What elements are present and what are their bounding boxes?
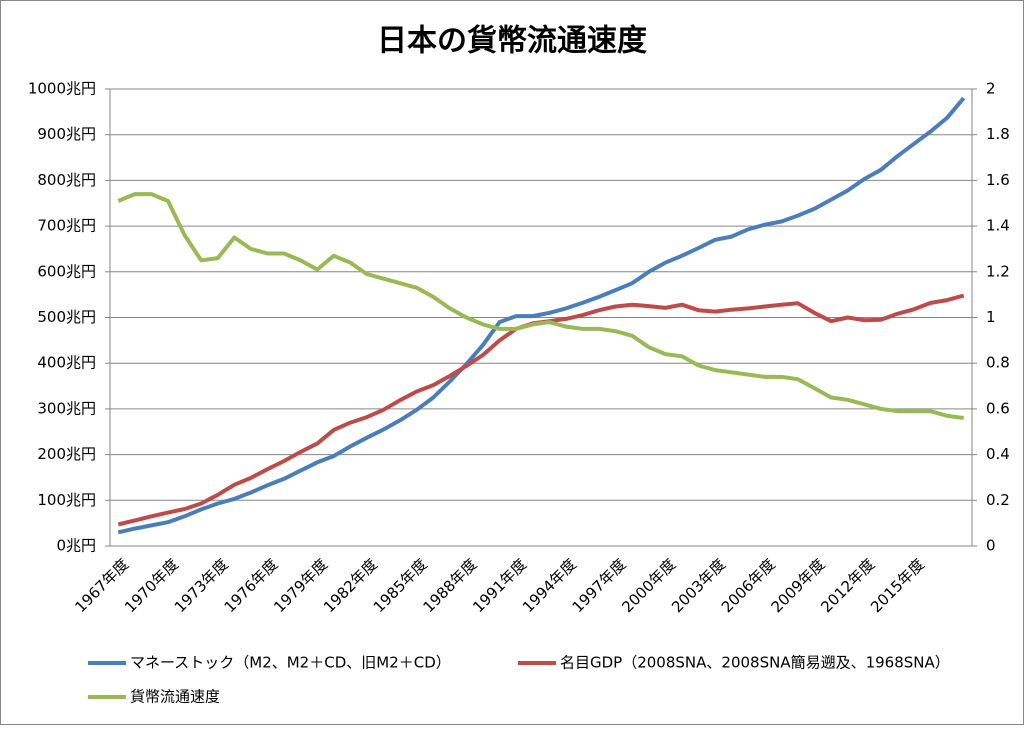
y-tick-label: 200兆円 bbox=[37, 445, 96, 463]
y2-tick-label: 1.6 bbox=[986, 171, 1010, 189]
y-tick-label: 100兆円 bbox=[37, 491, 96, 509]
y-tick-label: 800兆円 bbox=[37, 171, 96, 189]
y-tick-label: 400兆円 bbox=[37, 354, 96, 372]
y2-tick-label: 0.8 bbox=[986, 354, 1010, 372]
y-tick-label: 1000兆円 bbox=[28, 80, 96, 98]
y2-tick-label: 0.6 bbox=[986, 399, 1010, 417]
y2-tick-label: 0 bbox=[986, 537, 996, 555]
y-tick-label: 700兆円 bbox=[37, 217, 96, 235]
series-line bbox=[117, 96, 966, 535]
y2-tick-label: 1 bbox=[986, 308, 996, 326]
y-tick-label: 900兆円 bbox=[37, 125, 96, 143]
y-tick-label: 0兆円 bbox=[56, 537, 96, 555]
series-line bbox=[117, 192, 964, 420]
y-tick-label: 500兆円 bbox=[37, 308, 96, 326]
y2-tick-label: 1.8 bbox=[986, 125, 1010, 143]
y-tick-label: 600兆円 bbox=[37, 262, 96, 280]
y2-tick-label: 0.2 bbox=[986, 491, 1010, 509]
y-tick-label: 300兆円 bbox=[37, 399, 96, 417]
chart-title: 日本の貨幣流通速度 bbox=[377, 24, 647, 59]
y2-tick-label: 1.2 bbox=[986, 262, 1010, 280]
legend-label: マネーストック（M2、M2＋CD、旧M2＋CD） bbox=[130, 654, 451, 672]
y2-tick-label: 1.4 bbox=[986, 217, 1010, 235]
y2-tick-label: 2 bbox=[986, 80, 996, 98]
y2-tick-label: 0.4 bbox=[986, 445, 1010, 463]
legend-label: 貨幣流通速度 bbox=[130, 688, 220, 706]
legend-label: 名目GDP（2008SNA、2008SNA簡易遡及、1968SNA） bbox=[560, 654, 950, 672]
